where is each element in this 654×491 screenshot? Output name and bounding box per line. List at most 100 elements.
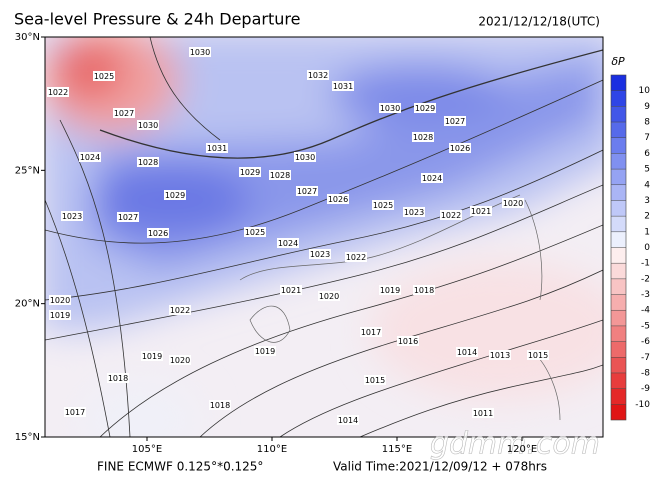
isobar-label: 1020 (319, 292, 339, 301)
isobar-label-bg (318, 291, 340, 301)
colorbar-label: 8 (644, 118, 650, 128)
colorbar-label: 9 (644, 102, 650, 112)
isobar-label: 1019 (50, 311, 70, 320)
isobar-label: 1017 (361, 328, 381, 337)
isobar-label: 1030 (380, 104, 400, 113)
isobar-label-bg (147, 228, 169, 238)
isobar-label: 1011 (473, 409, 493, 418)
isobar-label: 1025 (373, 201, 393, 210)
colorbar-label: -9 (641, 384, 650, 394)
isobar-label-bg (397, 336, 419, 346)
isobar-label: 1029 (240, 168, 260, 177)
lon-label: 120°E (507, 444, 537, 455)
isobar-label: 1028 (413, 133, 433, 142)
colorbar-label: 7 (644, 133, 650, 143)
isobar-label: 1018 (414, 286, 434, 295)
isobar-label: 1026 (148, 229, 168, 238)
isobar-label-bg (421, 173, 443, 183)
isobar-label: 1022 (170, 306, 190, 315)
colorbar-swatch (611, 90, 626, 107)
footer-left: FINE ECMWF 0.125°*0.125° (97, 460, 263, 474)
isobar-label: 1019 (142, 352, 162, 361)
footer-right: Valid Time:2021/12/09/12 + 078hrs (333, 460, 547, 474)
isobar-label: 1025 (245, 228, 265, 237)
isobar-label: 1024 (278, 239, 298, 248)
colorbar-label: 10 (639, 86, 651, 96)
isobar-label-bg (413, 285, 435, 295)
isobar-label: 1032 (308, 71, 328, 80)
isobar-label: 1021 (281, 286, 301, 295)
colorbar-label: -1 (641, 259, 650, 269)
colorbar-swatch (611, 169, 626, 185)
isobar-label: 1028 (138, 158, 158, 167)
colorbar-label: 1 (644, 227, 650, 237)
colorbar-label: -6 (641, 337, 650, 347)
colorbar-label: -2 (641, 274, 650, 284)
colorbar-swatch (611, 325, 626, 342)
isobar-label: 1018 (210, 401, 230, 410)
isobar-label-bg (337, 415, 359, 425)
lat-label: 15°N (15, 432, 40, 443)
colorbar-label: 3 (644, 196, 650, 206)
isobar-label-bg (269, 170, 291, 180)
isobar-label-bg (79, 152, 101, 162)
isobar-label: 1022 (48, 88, 68, 97)
isobar-label-bg (527, 350, 549, 360)
colorbar-label: -4 (641, 306, 650, 316)
colorbar-swatch (611, 372, 626, 389)
isobar-label: 1024 (422, 174, 442, 183)
colorbar-swatch (611, 153, 626, 170)
colorbar-swatch (611, 106, 626, 123)
isobar-label-bg (456, 347, 478, 357)
isobar-label-bg (360, 327, 382, 337)
colorbar-label: 4 (644, 180, 650, 190)
colorbar-swatch (611, 263, 626, 279)
isobar-label: 1023 (404, 208, 424, 217)
isobar-label-bg (64, 407, 86, 417)
timestamp: 2021/12/12/18(UTC) (478, 15, 600, 29)
isobar-label: 1023 (62, 212, 82, 221)
isobar-label: 1027 (114, 109, 134, 118)
isobar-label: 1026 (450, 144, 470, 153)
isobar-label: 1022 (346, 253, 366, 262)
isobar-label: 1027 (297, 187, 317, 196)
isobar-label-bg (470, 206, 492, 216)
isobar-label-bg (280, 285, 302, 295)
isobar-label-bg (403, 207, 425, 217)
isobar-label: 1020 (50, 296, 70, 305)
isobar-label: 1029 (415, 104, 435, 113)
isobar-label-bg (107, 373, 129, 383)
isobar-label: 1031 (207, 144, 227, 153)
isobar-label: 1019 (380, 286, 400, 295)
isobar-label-bg (209, 400, 231, 410)
isobar-label-bg (294, 152, 316, 162)
isobar-label-bg (296, 186, 318, 196)
isobar-label-bg (113, 108, 135, 118)
isobar-label-bg (49, 310, 71, 320)
isobar-label: 1027 (118, 213, 138, 222)
isobar-label: 1015 (365, 376, 385, 385)
isobar-label-bg (137, 157, 159, 167)
colorbar-swatch (611, 216, 626, 232)
isobar-label-bg (327, 194, 349, 204)
lon-label: 115°E (382, 444, 412, 455)
watermark: gdmm.com (430, 427, 600, 462)
isobar-label-bg (244, 227, 266, 237)
isobar-label: 1021 (471, 207, 491, 216)
isobar-label: 1014 (457, 348, 477, 357)
isobar-label-bg (47, 87, 69, 97)
isobar-label: 1020 (503, 199, 523, 208)
colorbar-label: 2 (644, 212, 650, 222)
isobar-label-bg (189, 47, 211, 57)
isobar-label-bg (169, 305, 191, 315)
isobar-label-bg (414, 103, 436, 113)
lat-label: 30°N (15, 32, 40, 43)
isobar-label-bg (379, 103, 401, 113)
isobar-label-bg (372, 200, 394, 210)
colorbar-swatch (611, 184, 626, 201)
colorbar-label: 0 (644, 243, 650, 253)
isobar-label: 1020 (170, 356, 190, 365)
colorbar-swatch (611, 341, 626, 358)
isobar-label: 1026 (328, 195, 348, 204)
